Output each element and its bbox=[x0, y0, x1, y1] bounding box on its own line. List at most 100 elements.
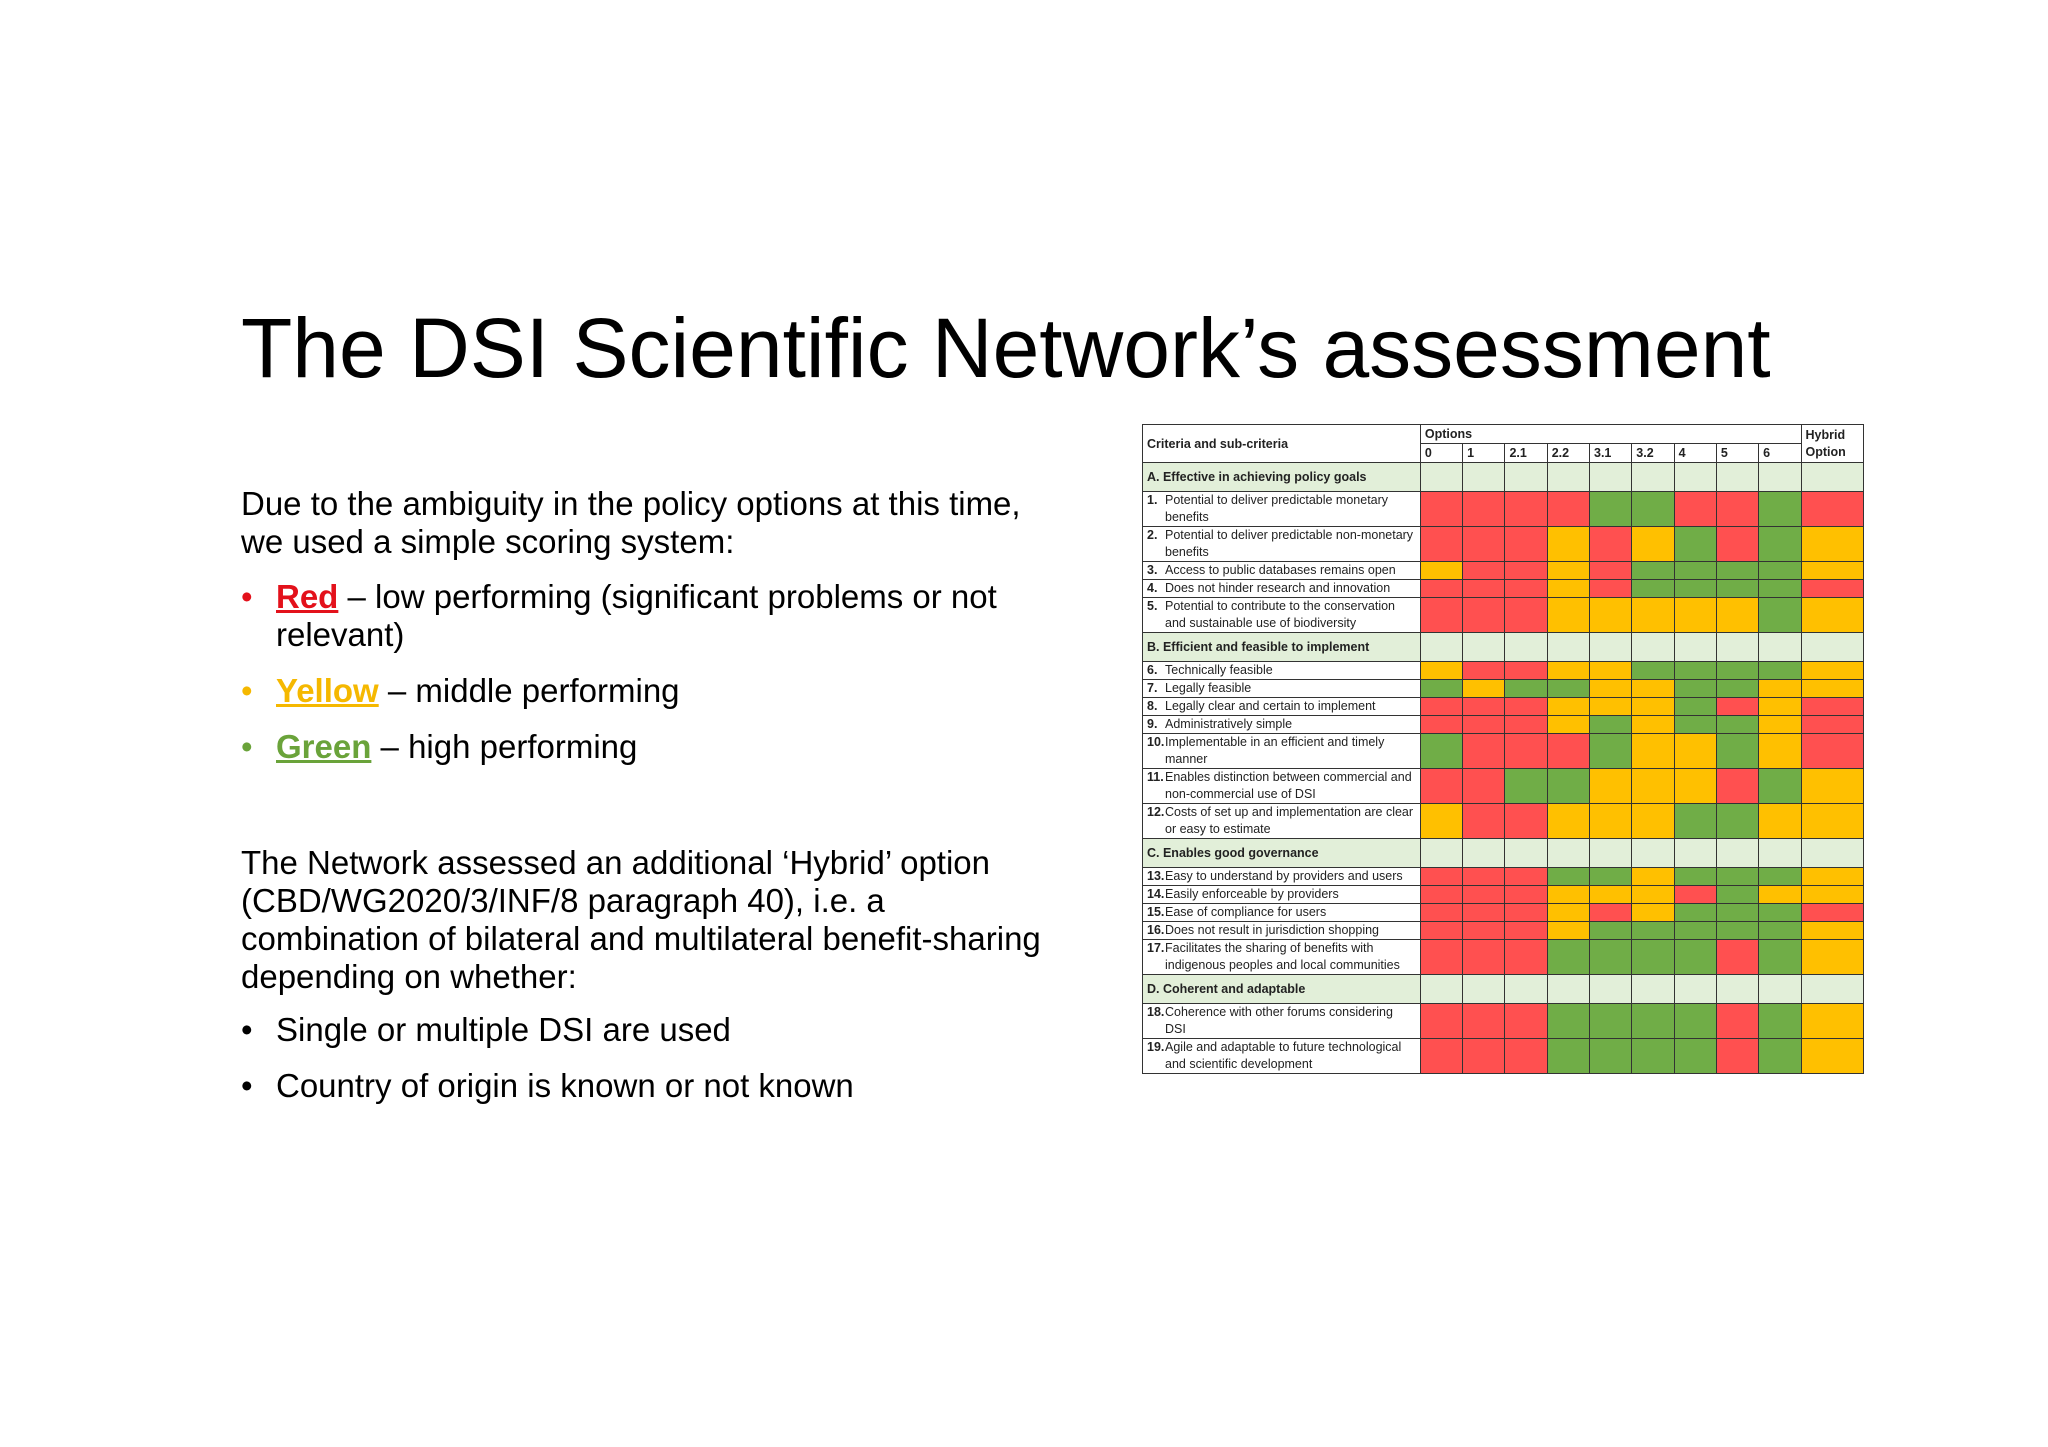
score-cell-green bbox=[1673, 939, 1717, 975]
score-cell-red bbox=[1715, 1038, 1760, 1074]
section-spacer-cell bbox=[1673, 632, 1717, 662]
score-cell-yellow bbox=[1588, 597, 1633, 633]
criterion-text: Legally clear and certain to implement bbox=[1165, 699, 1376, 713]
score-cell-yellow bbox=[1631, 715, 1675, 734]
score-cell-red bbox=[1462, 491, 1506, 527]
scoring-desc-green: – high performing bbox=[371, 728, 638, 765]
score-cell-red bbox=[1588, 526, 1633, 562]
score-cell-green bbox=[1715, 579, 1760, 598]
criterion-text: Implementable in an efficient and timely… bbox=[1165, 735, 1385, 766]
score-cell-green bbox=[1758, 921, 1802, 940]
score-cell-red bbox=[1419, 526, 1464, 562]
table-row: 10.Implementable in an efficient and tim… bbox=[1142, 733, 1865, 769]
score-cell-green bbox=[1588, 939, 1633, 975]
score-cell-yellow bbox=[1546, 597, 1591, 633]
score-cell-red bbox=[1462, 903, 1506, 922]
score-cell-red bbox=[1588, 903, 1633, 922]
score-cell-red bbox=[1715, 697, 1760, 716]
score-cell-yellow bbox=[1800, 526, 1865, 562]
score-cell-yellow bbox=[1546, 885, 1591, 904]
criterion-number: 7. bbox=[1147, 681, 1158, 695]
score-cell-green bbox=[1758, 526, 1802, 562]
scoring-key-red: Red bbox=[276, 578, 339, 615]
section-spacer-cell bbox=[1758, 838, 1802, 868]
criterion-number: 16. bbox=[1147, 923, 1165, 937]
score-cell-green bbox=[1715, 885, 1760, 904]
score-cell-red bbox=[1462, 561, 1506, 580]
bullet-icon: • bbox=[241, 1011, 253, 1048]
score-cell-green bbox=[1673, 715, 1717, 734]
criterion-cell: 12.Costs of set up and implementation ar… bbox=[1142, 803, 1421, 839]
score-cell-green bbox=[1758, 597, 1802, 633]
score-cell-red bbox=[1419, 715, 1464, 734]
table-row: 6. Technically feasible bbox=[1142, 661, 1865, 680]
score-cell-yellow bbox=[1588, 697, 1633, 716]
section-row: D. Coherent and adaptable bbox=[1142, 974, 1865, 1004]
section-row: A. Effective in achieving policy goals bbox=[1142, 462, 1865, 492]
bullet-icon: • bbox=[241, 672, 253, 709]
table-row: 11.Enables distinction between commercia… bbox=[1142, 768, 1865, 804]
criterion-text: Ease of compliance for users bbox=[1165, 905, 1327, 919]
table-row: 9. Administratively simple bbox=[1142, 715, 1865, 734]
table-row: 15.Ease of compliance for users bbox=[1142, 903, 1865, 922]
score-cell-green bbox=[1546, 1038, 1591, 1074]
criterion-text: Technically feasible bbox=[1165, 663, 1273, 677]
score-cell-green bbox=[1715, 679, 1760, 698]
score-cell-red bbox=[1504, 661, 1548, 680]
table-row: 3. Access to public databases remains ope… bbox=[1142, 561, 1865, 580]
table-row: 18.Coherence with other forums consideri… bbox=[1142, 1003, 1865, 1039]
criterion-text: Easy to understand by providers and user… bbox=[1165, 869, 1403, 883]
score-cell-red bbox=[1504, 526, 1548, 562]
section-spacer-cell bbox=[1800, 632, 1865, 662]
score-cell-green bbox=[1546, 768, 1591, 804]
criterion-text: Access to public databases remains open bbox=[1165, 563, 1396, 577]
assessment-table: Criteria and sub-criteria Options Hybrid… bbox=[1142, 424, 1865, 1074]
section-spacer-cell bbox=[1588, 632, 1633, 662]
score-cell-yellow bbox=[1800, 1038, 1865, 1074]
section-spacer-cell bbox=[1673, 838, 1717, 868]
score-cell-red bbox=[1419, 885, 1464, 904]
hybrid-condition-text: Single or multiple DSI are used bbox=[276, 1011, 731, 1048]
score-cell-green bbox=[1673, 579, 1717, 598]
score-cell-green bbox=[1504, 679, 1548, 698]
section-spacer-cell bbox=[1462, 462, 1506, 492]
score-cell-red bbox=[1462, 921, 1506, 940]
criterion-cell: 8. Legally clear and certain to implement bbox=[1142, 697, 1421, 716]
section-spacer-cell bbox=[1504, 838, 1548, 868]
section-label: C. Enables good governance bbox=[1142, 838, 1421, 868]
score-cell-yellow bbox=[1546, 903, 1591, 922]
criterion-number: 9. bbox=[1147, 717, 1158, 731]
table-header: Criteria and sub-criteria Options Hybrid… bbox=[1142, 424, 1865, 463]
score-cell-yellow bbox=[1758, 715, 1802, 734]
section-spacer-cell bbox=[1462, 632, 1506, 662]
score-cell-green bbox=[1419, 733, 1464, 769]
score-cell-yellow bbox=[1800, 921, 1865, 940]
table-row: 13.Easy to understand by providers and u… bbox=[1142, 867, 1865, 886]
section-spacer-cell bbox=[1715, 974, 1760, 1004]
criterion-text: Facilitates the sharing of benefits with… bbox=[1165, 941, 1400, 972]
score-cell-green bbox=[1715, 561, 1760, 580]
scoring-item-red: • Red – low performing (significant prob… bbox=[241, 578, 1071, 654]
score-cell-yellow bbox=[1800, 939, 1865, 975]
score-cell-yellow bbox=[1800, 661, 1865, 680]
hybrid-condition-item: • Country of origin is known or not know… bbox=[241, 1067, 1071, 1105]
scoring-key-yellow: Yellow bbox=[276, 672, 379, 709]
score-cell-green bbox=[1673, 803, 1717, 839]
criterion-number: 17. bbox=[1147, 941, 1165, 955]
score-cell-green bbox=[1631, 1003, 1675, 1039]
criterion-number: 3. bbox=[1147, 563, 1158, 577]
score-cell-red bbox=[1462, 803, 1506, 839]
section-spacer-cell bbox=[1546, 974, 1591, 1004]
score-cell-green bbox=[1758, 1038, 1802, 1074]
score-cell-green bbox=[1673, 903, 1717, 922]
score-cell-yellow bbox=[1546, 526, 1591, 562]
score-cell-green bbox=[1419, 679, 1464, 698]
section-row: B. Efficient and feasible to implement bbox=[1142, 632, 1865, 662]
criterion-number: 2. bbox=[1147, 528, 1158, 542]
score-cell-red bbox=[1419, 579, 1464, 598]
score-cell-red bbox=[1546, 491, 1591, 527]
score-cell-red bbox=[1800, 697, 1865, 716]
criterion-cell: 2. Potential to deliver predictable non-m… bbox=[1142, 526, 1421, 562]
score-cell-green bbox=[1673, 867, 1717, 886]
score-cell-red bbox=[1800, 903, 1865, 922]
